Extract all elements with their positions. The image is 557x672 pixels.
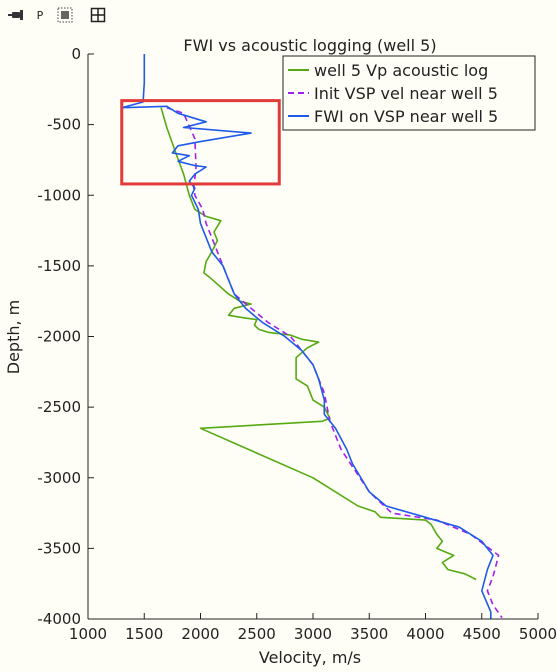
x-tick-label: 2500: [238, 625, 276, 643]
x-axis-label: Velocity, m/s: [259, 648, 361, 667]
x-tick-label: 5000: [519, 625, 557, 643]
legend-entry: well 5 Vp acoustic log: [314, 61, 488, 80]
x-tick-label: 4000: [406, 625, 444, 643]
series-layer: [122, 54, 502, 619]
y-tick-label: -3500: [37, 539, 81, 557]
x-tick-label: 4500: [463, 625, 501, 643]
y-tick-label: -4000: [37, 610, 81, 628]
y-axis-label: Depth, m: [4, 300, 23, 375]
x-tick-label: 3000: [294, 625, 332, 643]
chart-title: FWI vs acoustic logging (well 5): [183, 36, 436, 55]
y-tick-label: -2500: [37, 398, 81, 416]
legend-entry: Init VSP vel near well 5: [314, 84, 498, 103]
x-tick-label: 1500: [125, 625, 163, 643]
x-tick-label: 3500: [350, 625, 388, 643]
y-tick-label: -1000: [37, 186, 81, 204]
y-tick-label: -1500: [37, 257, 81, 275]
y-tick-label: -500: [47, 116, 81, 134]
series-line-1: [161, 108, 476, 580]
legend[interactable]: well 5 Vp acoustic log Init VSP vel near …: [283, 56, 535, 130]
x-tick-label: 2000: [181, 625, 219, 643]
legend-entry: FWI on VSP near well 5: [314, 107, 498, 126]
y-tick-label: -3000: [37, 469, 81, 487]
y-tick-label: 0: [71, 45, 81, 63]
y-tick-label: -2000: [37, 328, 81, 346]
tick-layer: 1000 1500 2000 2500 3000 3500 4000 4500 50000-50…: [37, 45, 557, 643]
